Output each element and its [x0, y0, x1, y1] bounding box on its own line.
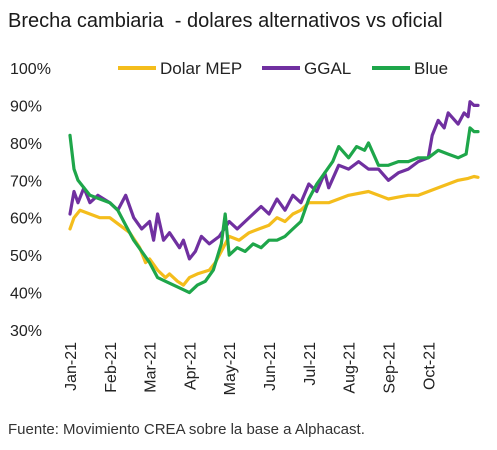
x-tick-label: Sep-21	[381, 342, 398, 394]
y-tick-label: 60%	[10, 211, 42, 228]
legend-label: Blue	[414, 59, 448, 78]
x-tick-label: Jan-21	[63, 342, 80, 391]
series-line-ggal	[68, 100, 480, 261]
x-tick-label: Feb-21	[103, 342, 120, 393]
series-line-blue	[68, 126, 480, 295]
y-tick-label: 70%	[10, 173, 42, 190]
y-tick-label: 50%	[10, 248, 42, 265]
y-tick-label: 40%	[10, 286, 42, 303]
x-axis: Jan-21 Feb-21 Mar-21 Apr-21 May-21 Jun-21 Jul-…	[63, 342, 438, 395]
legend-label: Dolar MEP	[160, 59, 242, 78]
x-tick-label: Aug-21	[342, 342, 359, 394]
x-tick-label: May-21	[222, 342, 239, 395]
x-tick-label: Jul-21	[302, 342, 319, 386]
y-tick-label: 90%	[10, 98, 42, 115]
chart-title: Brecha cambiaria - dolares alternativos …	[8, 10, 443, 32]
x-tick-label: Oct-21	[421, 342, 438, 390]
series-lines	[68, 100, 480, 295]
x-tick-label: Jun-21	[262, 342, 279, 391]
legend: Dolar MEP GGAL Blue	[118, 59, 448, 78]
y-tick-label: 30%	[10, 323, 42, 340]
x-tick-label: Apr-21	[182, 342, 199, 390]
source-note: Fuente: Movimiento CREA sobre la base a …	[8, 421, 365, 438]
y-axis: 30% 40% 50% 60% 70% 80% 90% 100%	[10, 61, 51, 340]
x-tick-label: Mar-21	[143, 342, 160, 393]
series-line-dolar-mep	[68, 174, 480, 287]
y-tick-label: 80%	[10, 136, 42, 153]
y-tick-label: 100%	[10, 61, 51, 78]
legend-label: GGAL	[304, 59, 351, 78]
